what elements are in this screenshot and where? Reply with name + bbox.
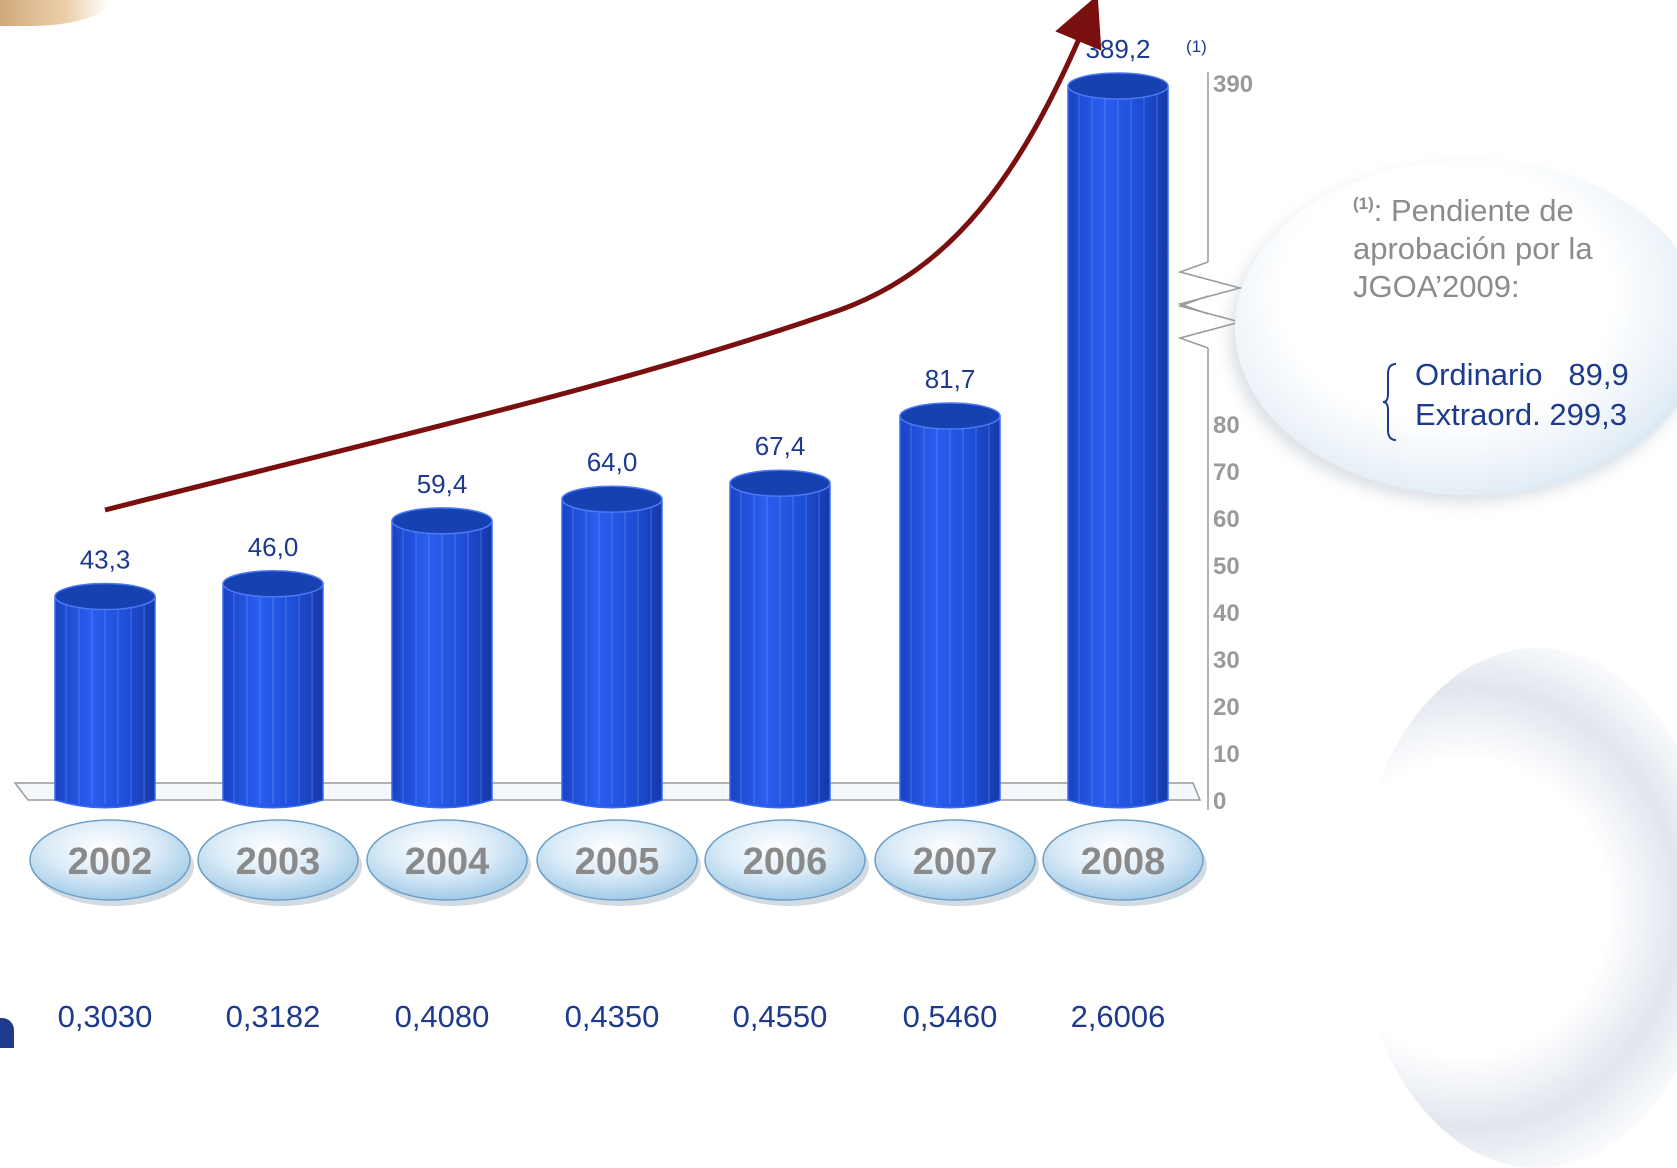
factor-value: 0,4350: [564, 999, 660, 1034]
bar-body: [1067, 85, 1169, 809]
footnote-marker: (1): [1353, 194, 1374, 213]
year-badge-shape: [366, 819, 528, 901]
y-tick-label: 60: [1213, 506, 1240, 533]
y-tick-label: 70: [1213, 459, 1240, 486]
value-label: 64,0: [587, 447, 638, 477]
value-label: 59,4: [417, 469, 468, 499]
breakdown-extraord: Extraord. 299,3: [1415, 395, 1677, 435]
x-tick-label: 2006: [743, 841, 828, 883]
brace-icon: [1382, 363, 1397, 441]
bars-group: [54, 72, 1169, 809]
year-badge-2002: 2002: [29, 819, 194, 906]
bar-2002: [54, 582, 156, 809]
year-badges-group: 2002 2003 2004 2005 2006 2007 2008: [29, 819, 1207, 906]
factor-value: 0,4550: [732, 999, 828, 1034]
bar-2004: [391, 507, 493, 809]
factor-value: 2,6006: [1070, 999, 1166, 1034]
factor-value: 0,3182: [225, 999, 321, 1034]
bar-body: [54, 595, 156, 809]
edge-logo-fragment: [0, 1018, 14, 1048]
bar-body: [561, 498, 663, 809]
breakdown-ordinario: Ordinario 89,9: [1415, 355, 1677, 395]
bar-body: [391, 520, 493, 809]
y-axis: 0 10 20 30 40 50 60 70 80 390: [1177, 71, 1253, 815]
factor-value: 0,5460: [902, 999, 998, 1034]
y-tick-label: 20: [1213, 694, 1240, 721]
bar-2003: [222, 570, 324, 809]
value-label: 389,2: [1085, 34, 1150, 64]
year-badge-2007: 2007: [874, 819, 1039, 906]
x-tick-label: 2002: [68, 841, 153, 883]
x-tick-label: 2004: [405, 841, 490, 883]
y-tick-label: 0: [1213, 788, 1226, 815]
footnote-line-3: JGOA’2009:: [1353, 269, 1520, 304]
bar-body: [899, 415, 1001, 809]
breakdown-label: Extraord.: [1415, 397, 1541, 432]
breakdown-value: 89,9: [1568, 357, 1629, 392]
bar-cap: [899, 402, 1001, 430]
bar-cap: [222, 570, 324, 598]
breakdown-label: Ordinario: [1415, 357, 1543, 392]
breakdown-list: Ordinario 89,9 Extraord. 299,3: [1415, 355, 1677, 435]
axis-break-mark: [1177, 261, 1243, 315]
footnote-line-1: (1): Pendiente de: [1353, 192, 1673, 230]
value-label: 43,3: [80, 544, 131, 574]
bar-2006: [729, 469, 831, 809]
y-tick-label-break-top: 390: [1213, 71, 1253, 98]
value-label: 46,0: [248, 532, 299, 562]
year-badge-2004: 2004: [366, 819, 531, 906]
year-badge-shape: [197, 819, 359, 901]
year-badge-shape: [29, 819, 191, 901]
year-badge-2005: 2005: [536, 819, 701, 906]
bar-cap: [54, 582, 156, 611]
bar-2005: [561, 485, 663, 809]
year-badge-shape: [874, 819, 1036, 901]
bar-chart: 0 10 20 30 40 50 60 70 80 390 43,3 46,0 59,4 64,0 67,…: [13, 0, 1253, 906]
footnote-text-1: : Pendiente de: [1373, 193, 1574, 228]
year-badge-2008: 2008: [1042, 819, 1207, 906]
x-tick-label: 2005: [575, 841, 660, 883]
bar-cap: [391, 507, 493, 535]
bar-body: [222, 583, 324, 809]
footnote-line-2: aprobación por la: [1353, 231, 1593, 266]
year-badge-shape: [1042, 819, 1204, 901]
x-tick-label: 2003: [236, 841, 321, 883]
year-badge-2003: 2003: [197, 819, 362, 906]
x-tick-label: 2007: [913, 841, 998, 883]
y-tick-label: 40: [1213, 600, 1240, 627]
y-tick-label: 10: [1213, 741, 1240, 768]
year-badge-shape: [704, 819, 866, 901]
trend-arrow: [104, 0, 1102, 513]
axis-break-mark: [1177, 295, 1243, 349]
value-label: 67,4: [755, 431, 806, 461]
bar-body: [729, 482, 831, 809]
footnote: (1): Pendiente de aprobación por la JGOA…: [1353, 192, 1673, 306]
bar-cap: [729, 469, 831, 497]
y-tick-label: 50: [1213, 553, 1240, 580]
factor-value: 0,3030: [57, 999, 153, 1034]
bar-2008: [1067, 72, 1169, 809]
breakdown-value: 299,3: [1549, 397, 1627, 432]
y-tick-label: 30: [1213, 647, 1240, 674]
value-label-marker: (1): [1186, 37, 1207, 56]
y-tick-label: 80: [1213, 412, 1240, 439]
x-tick-label: 2008: [1081, 841, 1166, 883]
year-badge-2006: 2006: [704, 819, 869, 906]
factor-value: 0,4080: [394, 999, 490, 1034]
value-label: 81,7: [925, 364, 976, 394]
bar-2007: [899, 402, 1001, 809]
bar-cap: [561, 485, 663, 513]
year-badge-shape: [536, 819, 698, 901]
note-bubble: [1235, 160, 1677, 495]
bar-cap: [1067, 72, 1169, 100]
